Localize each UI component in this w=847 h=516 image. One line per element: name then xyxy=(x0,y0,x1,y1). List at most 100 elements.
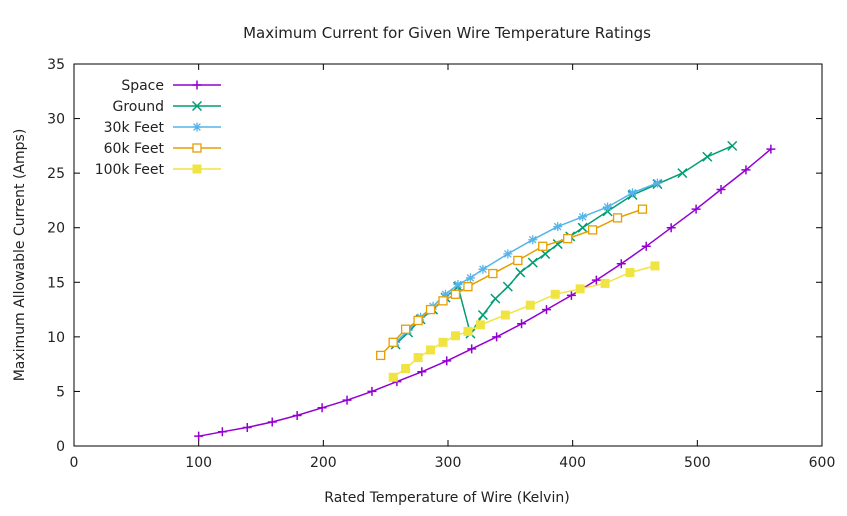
series-3 xyxy=(376,204,648,361)
data-point xyxy=(517,319,527,329)
data-point xyxy=(515,267,526,278)
data-point xyxy=(503,249,513,259)
data-point xyxy=(527,257,538,268)
data-point xyxy=(625,267,635,277)
data-point xyxy=(575,284,585,294)
data-point xyxy=(538,241,548,251)
y-tick-label: 15 xyxy=(47,275,65,291)
data-point xyxy=(528,235,538,245)
y-tick-label: 35 xyxy=(47,57,65,73)
data-point xyxy=(217,427,227,437)
data-point xyxy=(727,140,738,151)
data-point xyxy=(450,331,460,341)
data-point xyxy=(666,223,676,233)
data-point xyxy=(475,320,485,330)
series-1 xyxy=(390,140,738,350)
data-point xyxy=(488,268,498,279)
data-point xyxy=(425,304,436,315)
x-tick-label: 600 xyxy=(809,455,836,471)
data-point xyxy=(563,233,573,244)
data-point xyxy=(467,344,477,354)
legend-marker xyxy=(192,164,202,174)
data-point xyxy=(587,225,598,235)
data-point xyxy=(600,278,610,288)
legend-label: Space xyxy=(121,78,164,94)
data-point xyxy=(741,165,751,175)
data-point xyxy=(194,431,204,441)
legend-marker xyxy=(192,143,202,153)
data-point xyxy=(317,403,327,413)
y-axis-label: Maximum Allowable Current (Amps) xyxy=(12,129,28,382)
y-tick-label: 30 xyxy=(47,112,65,128)
series-layer xyxy=(194,140,776,441)
data-point xyxy=(388,337,398,347)
data-point xyxy=(463,326,473,336)
data-point xyxy=(478,264,488,274)
data-point xyxy=(691,204,701,214)
data-point xyxy=(477,309,488,321)
data-point xyxy=(417,367,427,377)
chart-title: Maximum Current for Given Wire Temperatu… xyxy=(243,24,651,42)
data-point xyxy=(367,386,377,396)
legend-marker xyxy=(192,122,202,132)
series-0 xyxy=(194,144,776,441)
legend-label: 30k Feet xyxy=(104,120,165,136)
data-point xyxy=(650,261,660,271)
series-4 xyxy=(388,261,660,382)
data-point xyxy=(426,345,436,355)
data-point xyxy=(413,315,423,326)
series-line xyxy=(198,148,772,437)
x-tick-label: 300 xyxy=(435,455,462,471)
data-point xyxy=(242,422,252,432)
data-point xyxy=(616,259,626,269)
x-tick-label: 400 xyxy=(559,455,586,471)
data-point xyxy=(463,282,473,292)
data-point xyxy=(465,273,475,283)
legend-marker xyxy=(191,100,203,112)
data-point xyxy=(500,310,510,320)
legend-label: 60k Feet xyxy=(104,141,165,157)
data-point xyxy=(553,222,563,232)
data-point xyxy=(442,356,452,366)
data-point xyxy=(292,410,302,420)
data-point xyxy=(438,296,448,306)
data-point xyxy=(652,178,662,188)
data-point xyxy=(702,151,713,162)
data-point xyxy=(591,275,601,285)
data-point xyxy=(612,213,623,223)
data-point xyxy=(401,364,411,374)
data-point xyxy=(566,290,576,300)
data-point xyxy=(677,168,688,179)
y-tick-label: 5 xyxy=(56,384,65,400)
data-point xyxy=(766,144,776,154)
data-point xyxy=(641,241,651,251)
data-point xyxy=(438,337,448,347)
data-point xyxy=(376,350,386,361)
data-point xyxy=(492,332,502,342)
data-point xyxy=(550,289,560,299)
data-point xyxy=(388,372,398,382)
y-tick-label: 10 xyxy=(47,330,65,346)
plot-frame xyxy=(73,63,823,447)
data-point xyxy=(513,255,523,266)
legend-marker xyxy=(192,80,202,90)
data-point xyxy=(453,279,463,289)
data-point xyxy=(603,202,613,212)
x-tick-label: 500 xyxy=(684,455,711,471)
x-axis-label: Rated Temperature of Wire (Kelvin) xyxy=(324,490,569,506)
data-point xyxy=(413,353,423,363)
data-point xyxy=(577,222,588,233)
series-line xyxy=(395,182,658,343)
data-point xyxy=(541,305,551,315)
y-tick-label: 20 xyxy=(47,221,65,237)
data-point xyxy=(628,188,638,198)
data-point xyxy=(450,289,461,299)
series-line xyxy=(392,265,656,378)
x-tick-label: 100 xyxy=(185,455,212,471)
x-tick-label: 200 xyxy=(310,455,337,471)
data-point xyxy=(267,417,277,427)
y-tick-label: 25 xyxy=(47,166,65,182)
data-point xyxy=(716,185,726,195)
